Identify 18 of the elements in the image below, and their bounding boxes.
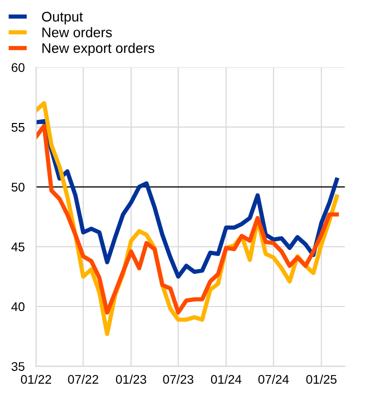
legend-label: New orders bbox=[42, 27, 112, 38]
y-tick-label: 60 bbox=[12, 63, 24, 72]
x-tick-label: 07/24 bbox=[258, 374, 289, 384]
y-tick-label: 55 bbox=[12, 123, 24, 132]
y-tick-label: 40 bbox=[11, 302, 24, 312]
x-tick-label: 01/24 bbox=[210, 374, 242, 384]
x-tick-label: 07/22 bbox=[68, 374, 98, 384]
x-tick-label: 07/23 bbox=[163, 374, 194, 384]
y-tick-label: 45 bbox=[11, 242, 24, 252]
legend-label: Output bbox=[42, 12, 83, 24]
x-tick-label: 01/23 bbox=[116, 374, 146, 384]
legend-label: New export orders bbox=[42, 42, 154, 56]
x-tick-label: 01/25 bbox=[306, 374, 337, 384]
line-series bbox=[36, 119, 339, 279]
line-series bbox=[36, 124, 339, 315]
y-tick-label: 35 bbox=[12, 362, 24, 371]
x-tick-label: 01/22 bbox=[20, 374, 52, 384]
y-tick-label: 50 bbox=[12, 182, 24, 192]
